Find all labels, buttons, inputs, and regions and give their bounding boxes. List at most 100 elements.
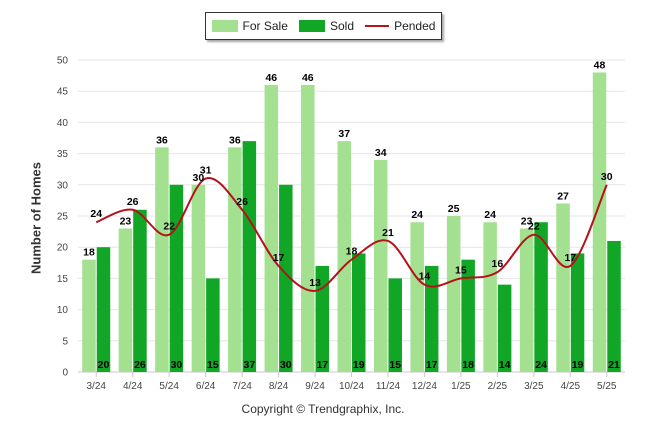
data-label-for-sale: 36 (156, 134, 168, 146)
data-label-pended: 17 (273, 252, 285, 264)
legend-swatch-pended (365, 25, 390, 27)
data-label-sold: 15 (389, 359, 401, 371)
y-tick-label: 15 (57, 274, 69, 285)
data-label-for-sale: 37 (338, 128, 350, 140)
bars (82, 72, 621, 373)
data-label-pended: 22 (163, 221, 175, 233)
bar-for-sale (446, 216, 461, 372)
data-label-sold: 30 (280, 359, 292, 371)
data-label-for-sale: 24 (411, 209, 423, 221)
data-label-sold: 17 (316, 359, 328, 371)
y-axis-title: Number of Homes (28, 162, 44, 274)
data-label-sold: 14 (499, 359, 511, 371)
bar-for-sale (519, 228, 534, 372)
y-tick-label: 5 (62, 336, 68, 347)
y-tick-label: 10 (57, 305, 69, 316)
bar-sold (352, 253, 366, 372)
x-tick-label: 7/24 (232, 381, 252, 392)
data-label-sold: 19 (353, 359, 365, 371)
data-label-sold: 20 (98, 359, 110, 371)
data-label-pended: 14 (419, 271, 431, 283)
bar-for-sale (191, 184, 206, 372)
y-tick-label: 35 (57, 149, 69, 160)
data-label-for-sale: 48 (594, 59, 606, 71)
y-tick-label: 0 (62, 368, 68, 379)
data-label-for-sale: 23 (120, 215, 132, 227)
data-label-for-sale: 23 (521, 215, 533, 227)
data-label-pended: 26 (127, 196, 139, 208)
data-label-sold: 26 (134, 359, 146, 371)
x-tick-label: 2/25 (488, 381, 508, 392)
bar-sold (279, 184, 293, 372)
bar-sold (570, 253, 585, 372)
bar-for-sale (155, 147, 169, 372)
bar-sold (424, 265, 439, 372)
legend-label-pended: Pended (394, 19, 436, 33)
x-tick-label: 1/25 (451, 381, 471, 392)
y-tick-label: 20 (57, 243, 69, 254)
bar-for-sale (301, 84, 315, 373)
bar-sold (133, 209, 147, 372)
x-tick-label: 9/24 (305, 381, 325, 392)
data-label-for-sale: 34 (375, 147, 387, 159)
data-label-sold: 17 (426, 359, 438, 371)
y-tick-label: 45 (57, 87, 69, 98)
legend-item-for-sale[interactable]: For Sale (211, 19, 288, 33)
x-tick-label: 12/24 (412, 381, 437, 392)
data-label-for-sale: 46 (265, 72, 277, 84)
legend: For Sale Sold Pended (205, 12, 442, 40)
bar-for-sale (228, 147, 242, 372)
x-tick-label: 11/24 (376, 381, 401, 392)
data-label-sold: 18 (462, 359, 474, 371)
bar-sold (461, 259, 475, 372)
data-label-sold: 24 (535, 359, 547, 371)
bar-sold (607, 240, 621, 372)
x-tick-label: 3/24 (86, 381, 106, 392)
x-axis-ticks: 3/24 4/24 5/24 6/24 7/24 8/24 9/24 10/24 11/24 12… (86, 372, 617, 392)
x-tick-label: 6/24 (196, 381, 216, 392)
legend-swatch-for-sale (211, 20, 238, 32)
x-tick-label: 5/24 (159, 381, 179, 392)
legend-item-pended[interactable]: Pended (365, 19, 435, 33)
data-label-pended: 15 (455, 264, 467, 276)
legend-item-sold[interactable]: Sold (298, 19, 354, 33)
data-label-for-sale: 30 (193, 172, 205, 184)
data-label-sold: 15 (207, 359, 219, 371)
bar-for-sale (82, 259, 96, 372)
bar-for-sale (556, 203, 570, 372)
copyright-text: Copyright © Trendgraphix, Inc. (241, 402, 405, 416)
legend-label-for-sale: For Sale (242, 19, 288, 33)
pended-line (95, 177, 608, 292)
data-label-for-sale: 46 (302, 72, 314, 84)
data-label-pended: 26 (236, 196, 248, 208)
legend-label-sold: Sold (329, 19, 354, 33)
data-label-sold: 19 (572, 359, 584, 371)
data-label-pended: 17 (564, 252, 576, 264)
data-label-for-sale: 18 (83, 247, 95, 259)
legend-swatch-sold (298, 20, 325, 32)
data-label-pended: 31 (200, 165, 212, 177)
bar-sold (534, 222, 548, 372)
data-label-pended: 24 (90, 208, 102, 220)
bar-for-sale (118, 228, 133, 372)
data-label-sold: 30 (171, 359, 183, 371)
data-label-sold: 37 (244, 359, 256, 371)
bar-sold (206, 278, 220, 372)
data-label-pended: 30 (601, 171, 613, 183)
x-tick-label: 4/25 (561, 381, 581, 392)
bar-for-sale (373, 159, 388, 372)
data-label-for-sale: 25 (448, 203, 460, 215)
y-tick-label: 25 (57, 212, 69, 223)
x-tick-label: 4/24 (123, 381, 143, 392)
y-axis-ticks: 0 5 10 15 20 25 30 35 40 45 50 (57, 56, 69, 379)
data-label-pended: 21 (382, 227, 394, 239)
data-label-pended: 18 (346, 246, 358, 258)
bar-sold (169, 184, 184, 372)
data-label-pended: 13 (309, 277, 321, 289)
y-tick-label: 40 (57, 118, 69, 129)
y-tick-label: 30 (57, 180, 69, 191)
x-tick-label: 3/25 (524, 381, 544, 392)
bar-for-sale (337, 141, 351, 372)
bar-sold (242, 141, 257, 372)
